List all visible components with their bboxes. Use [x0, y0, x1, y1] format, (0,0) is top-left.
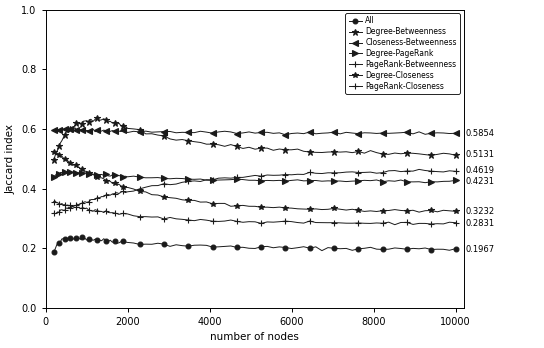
Text: 0.5131: 0.5131	[466, 150, 495, 159]
Text: 0.3232: 0.3232	[466, 207, 495, 216]
Y-axis label: Jaccard index: Jaccard index	[5, 124, 16, 194]
Text: 0.1967: 0.1967	[466, 245, 495, 254]
Text: 0.4231: 0.4231	[466, 177, 495, 186]
X-axis label: number of nodes: number of nodes	[210, 332, 299, 342]
Text: 0.2831: 0.2831	[466, 219, 495, 228]
Text: 0.5854: 0.5854	[466, 129, 495, 138]
Legend: All, Degree-Betweenness, Closeness-Betweenness, Degree-PageRank, PageRank-Betwee: All, Degree-Betweenness, Closeness-Betwe…	[345, 13, 460, 94]
Text: 0.4619: 0.4619	[466, 166, 495, 175]
